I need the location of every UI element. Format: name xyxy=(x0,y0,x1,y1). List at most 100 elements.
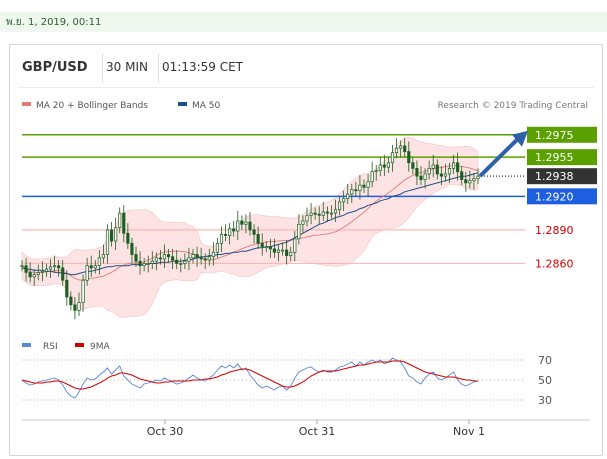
currency-pair: GBP/USD xyxy=(22,60,88,75)
rsi-tick-label: 30 xyxy=(538,394,552,407)
candle-body xyxy=(224,234,228,236)
candle-body xyxy=(407,151,411,164)
candle-body xyxy=(77,302,81,311)
clock-time: 01:13:59 CET xyxy=(162,60,243,74)
candle-body xyxy=(142,263,146,267)
candle-body xyxy=(443,173,448,177)
candle-body xyxy=(476,175,480,179)
candle-body xyxy=(109,229,114,242)
rsi-legend-label: RSI xyxy=(43,342,58,352)
rsi-line xyxy=(21,357,479,399)
candle-body xyxy=(338,201,342,211)
candle-body xyxy=(130,242,134,255)
candle-body xyxy=(329,212,334,215)
candle-body xyxy=(382,164,386,168)
candle-body xyxy=(52,265,57,268)
candle-body xyxy=(211,251,215,258)
candle-body xyxy=(240,220,244,225)
date-bar: พ.ย. 1, 2019, 00:11 xyxy=(0,12,607,32)
price-level-tag xyxy=(527,126,597,143)
candle-body xyxy=(419,175,423,180)
price-level-label: 1.2955 xyxy=(535,151,574,164)
rsi-ma9-line xyxy=(21,360,478,390)
candle-body xyxy=(362,184,366,188)
candle-body xyxy=(44,268,48,272)
candle-body xyxy=(297,223,301,240)
candle-body xyxy=(28,272,32,278)
candle-body xyxy=(435,164,439,175)
ma20-line xyxy=(21,165,479,281)
forecast-arrow-head xyxy=(512,130,528,147)
candle-body xyxy=(89,265,93,269)
candle-body xyxy=(395,147,399,154)
price-level-label: 1.2890 xyxy=(535,224,574,237)
candle-body xyxy=(20,265,24,268)
candle-body xyxy=(93,265,97,269)
candle-body xyxy=(138,260,142,267)
ma50-line xyxy=(21,172,479,276)
candle-body xyxy=(195,254,199,259)
candle-body xyxy=(215,242,219,253)
candle-body xyxy=(358,184,362,192)
candle-body xyxy=(122,212,126,234)
chart-header: GBP/USD 30 MIN 01:13:59 CET xyxy=(10,45,602,88)
candle-body xyxy=(399,145,403,149)
ma50-legend-label: MA 50 xyxy=(192,101,221,111)
timestamp: พ.ย. 1, 2019, 00:11 xyxy=(6,17,102,28)
candle-body xyxy=(199,257,203,260)
candle-body xyxy=(150,260,154,264)
ma20-legend-swatch xyxy=(22,102,31,106)
candle-body xyxy=(342,198,346,203)
price-level-label: 1.2975 xyxy=(535,129,574,142)
candle-body xyxy=(309,212,313,216)
candle-body xyxy=(175,259,179,264)
candle-body xyxy=(447,168,452,175)
candle-body xyxy=(468,180,472,184)
header-divider xyxy=(102,53,103,83)
candle-body xyxy=(370,171,374,183)
candle-body xyxy=(105,229,110,255)
candle-body xyxy=(276,249,281,253)
candle-body xyxy=(260,242,264,248)
candle-body xyxy=(61,267,65,281)
price-level-tag xyxy=(527,168,597,185)
candle-body xyxy=(57,265,61,269)
candle-body xyxy=(134,254,138,262)
candle-body xyxy=(183,260,187,264)
candle-body xyxy=(162,254,167,260)
candle-body xyxy=(126,232,130,244)
candle-body xyxy=(411,162,415,169)
candle-body xyxy=(415,168,419,177)
price-level-label: 1.2938 xyxy=(535,170,574,183)
candle-body xyxy=(321,211,325,216)
price-level-tag xyxy=(527,149,597,166)
candle-body xyxy=(48,266,53,270)
candle-body xyxy=(232,228,236,232)
candle-body xyxy=(374,170,378,173)
candle-body xyxy=(32,274,36,278)
candle-body xyxy=(187,257,191,262)
candle-body xyxy=(81,279,85,303)
header-divider xyxy=(158,53,159,83)
candle-body xyxy=(386,162,391,168)
candle-body xyxy=(452,162,456,169)
candle-body xyxy=(248,221,252,231)
x-tick-label: Oct 31 xyxy=(299,425,336,438)
candle-body xyxy=(244,221,248,225)
candle-body xyxy=(97,257,101,267)
price-level-label: 1.2920 xyxy=(535,190,574,203)
candle-body xyxy=(203,258,207,261)
candle-body xyxy=(85,265,89,281)
candle-body xyxy=(191,254,195,259)
price-level-tag xyxy=(527,188,597,205)
candle-body xyxy=(252,229,256,235)
timeframe: 30 MIN xyxy=(106,60,148,74)
candle-body xyxy=(366,181,370,188)
candle-body xyxy=(289,251,293,256)
candle-body xyxy=(285,249,289,256)
candle-body xyxy=(264,246,268,249)
candle-body xyxy=(354,189,358,192)
candle-body xyxy=(101,254,106,259)
candle-body xyxy=(333,209,338,214)
